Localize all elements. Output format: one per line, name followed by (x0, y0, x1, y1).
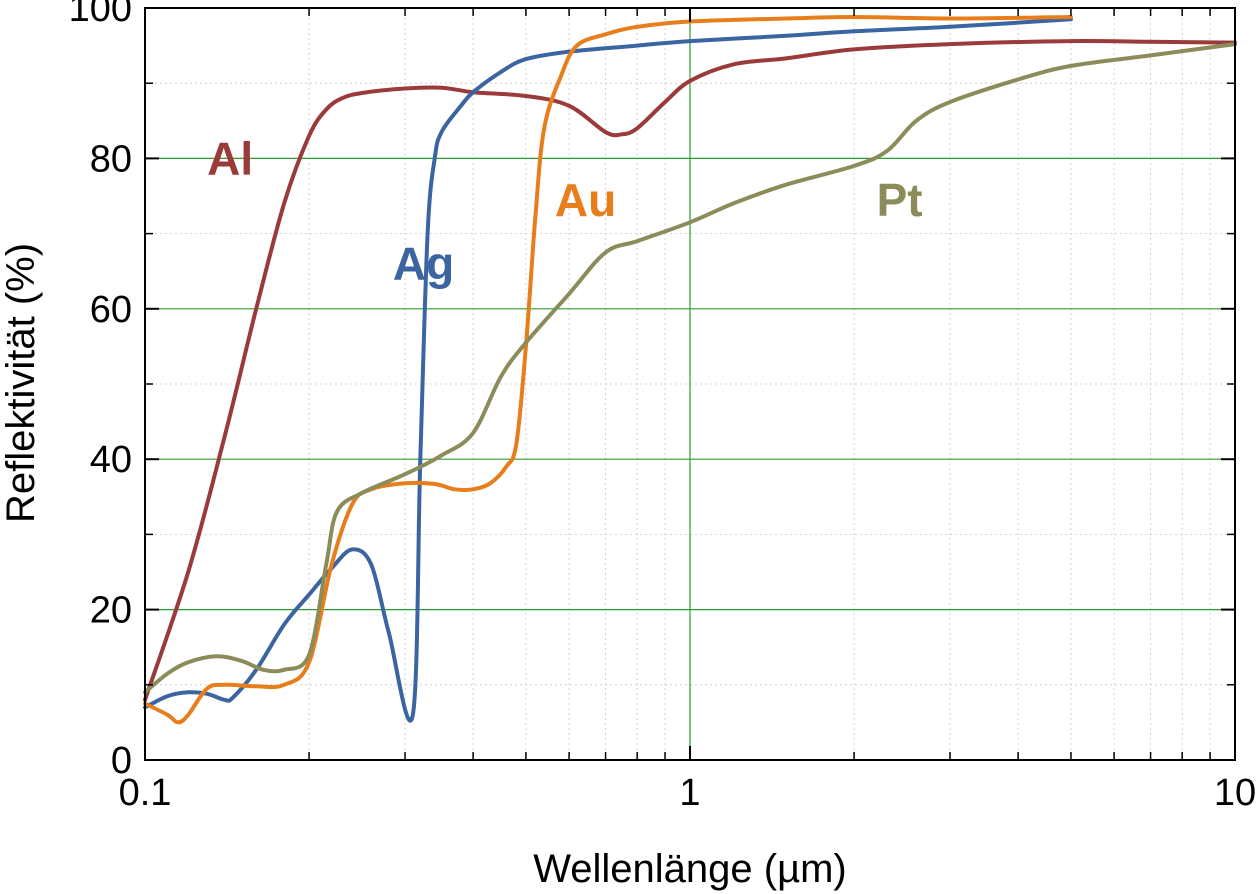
y-axis-title: Reflektivität (%) (0, 243, 43, 523)
series-label-pt: Pt (877, 174, 923, 226)
x-tick-label: 10 (1214, 772, 1256, 814)
y-tick-label: 20 (90, 590, 132, 632)
major-grid (145, 8, 1235, 760)
y-tick-label: 0 (111, 740, 132, 782)
y-tick-label: 100 (69, 0, 132, 30)
x-tick-label: 1 (679, 772, 700, 814)
axis-ticks (144, 7, 1236, 761)
series-label-al: Al (207, 132, 253, 184)
series-line-ag (143, 17, 1073, 723)
series-line-pt (143, 42, 1237, 695)
x-axis-title: Wellenlänge (µm) (533, 847, 847, 891)
series-label-au: Au (555, 174, 616, 226)
series-lines (143, 15, 1237, 725)
y-tick-label: 40 (90, 439, 132, 481)
series-line-au (143, 15, 1073, 725)
y-tick-label: 80 (90, 138, 132, 180)
series-label-ag: Ag (393, 238, 454, 290)
y-tick-label: 60 (90, 289, 132, 331)
series-labels: Al Ag Au Pt (207, 132, 923, 289)
series-line-al (143, 39, 1237, 702)
x-tick-label: 0.1 (119, 772, 172, 814)
